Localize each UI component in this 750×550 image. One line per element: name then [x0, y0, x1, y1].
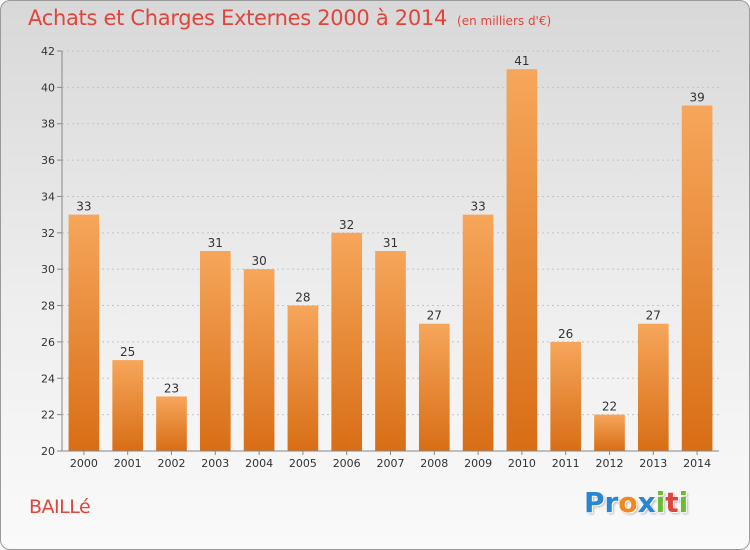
- bar-2012: [594, 414, 625, 451]
- x-tick-label: 2012: [596, 457, 624, 470]
- x-tick-label: 2002: [158, 457, 186, 470]
- bar-2013: [637, 323, 669, 451]
- proxiti-logo: Proxiti: [584, 486, 688, 519]
- data-label: 26: [558, 327, 573, 341]
- x-tick-label: 2009: [464, 457, 492, 470]
- x-tick-label: 2013: [639, 457, 667, 470]
- data-label: 33: [470, 200, 485, 214]
- bar-2008: [418, 323, 450, 451]
- commune-name: BAILLé: [29, 496, 91, 518]
- data-label: 23: [164, 381, 179, 395]
- bar-2001: [112, 360, 144, 451]
- data-label: 41: [514, 54, 529, 68]
- data-label: 30: [251, 254, 266, 268]
- x-tick-label: 2014: [683, 457, 711, 470]
- x-tick-label: 2006: [333, 457, 361, 470]
- x-tick-label: 2010: [508, 457, 536, 470]
- bar-2000: [68, 214, 100, 451]
- data-label: 39: [689, 91, 704, 105]
- y-tick-label: 30: [41, 263, 55, 276]
- data-label: 27: [646, 309, 661, 323]
- logo-letter: x: [637, 486, 656, 519]
- data-label: 31: [208, 236, 223, 250]
- chart-title-text: Achats et Charges Externes 2000 à 2014: [28, 6, 448, 30]
- x-tick-label: 2011: [552, 457, 580, 470]
- bar-2004: [243, 269, 275, 451]
- y-tick-label: 22: [41, 409, 55, 422]
- y-tick-label: 38: [41, 118, 55, 131]
- bar-2006: [331, 232, 363, 451]
- bar-2005: [287, 305, 319, 451]
- data-label: 25: [120, 345, 135, 359]
- data-label: 28: [295, 291, 310, 305]
- logo-letter: t: [665, 486, 679, 519]
- y-tick-label: 36: [41, 154, 55, 167]
- chart-unit: (en milliers d'€): [457, 14, 552, 28]
- data-label: 22: [602, 400, 617, 414]
- logo-letter: i: [678, 486, 689, 519]
- x-tick-label: 2003: [201, 457, 229, 470]
- bar-2010: [506, 69, 538, 451]
- logo-letter: i: [655, 486, 666, 519]
- y-tick-label: 24: [41, 372, 55, 385]
- chart-title: Achats et Charges Externes 2000 à 2014 (e…: [28, 6, 551, 30]
- x-tick-label: 2001: [114, 457, 142, 470]
- axes: [57, 50, 719, 455]
- bar-2003: [199, 251, 231, 451]
- x-tick-label: 2008: [420, 457, 448, 470]
- y-tick-label: 32: [41, 227, 55, 240]
- logo-letter: o: [618, 486, 638, 519]
- y-tick-label: 42: [41, 45, 55, 58]
- bar-2002: [156, 396, 187, 451]
- y-tick-label: 34: [41, 190, 55, 203]
- bar-2009: [462, 214, 494, 451]
- x-tick-label: 2007: [377, 457, 405, 470]
- data-label: 31: [383, 236, 398, 250]
- bar-2011: [550, 341, 582, 451]
- bar-2014: [681, 105, 713, 451]
- labels: 20 22 24 26 28 30 32 34 36 38 40 42 33 2000 25 2001 23 20…: [41, 45, 711, 470]
- data-label: 33: [76, 200, 91, 214]
- x-tick-label: 2005: [289, 457, 317, 470]
- x-tick-label: 2004: [245, 457, 273, 470]
- bars: [68, 69, 713, 451]
- data-label: 27: [427, 309, 442, 323]
- y-tick-label: 28: [41, 300, 55, 313]
- y-tick-label: 26: [41, 336, 55, 349]
- y-tick-label: 20: [41, 445, 55, 458]
- data-label: 32: [339, 218, 354, 232]
- x-tick-label: 2000: [70, 457, 98, 470]
- y-tick-label: 40: [41, 81, 55, 94]
- bar-2007: [375, 251, 406, 451]
- logo-letter: P: [584, 486, 605, 519]
- logo-letter: r: [604, 486, 619, 519]
